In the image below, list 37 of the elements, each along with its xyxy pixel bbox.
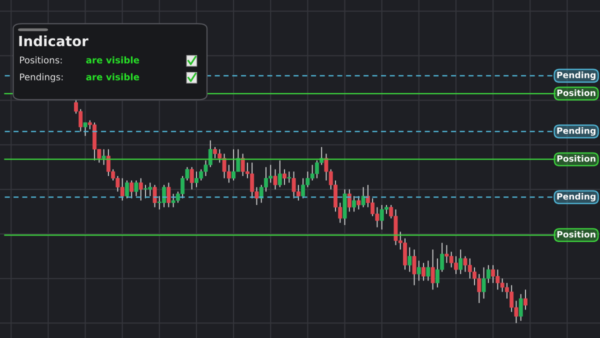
ref-line-label: Pending <box>557 127 596 136</box>
text: Positions: <box>20 56 62 64</box>
candlestick <box>282 168 286 186</box>
candlestick <box>361 186 366 208</box>
candlestick <box>152 184 157 208</box>
text: are visible <box>86 56 140 64</box>
candlestick <box>287 171 292 184</box>
candlestick <box>130 180 134 199</box>
candlestick <box>430 249 435 290</box>
candlestick <box>278 160 282 188</box>
candlestick <box>518 294 523 322</box>
text: Pendings: <box>20 73 63 82</box>
ref-line-label: Pending <box>557 192 596 202</box>
candlestick <box>458 249 463 275</box>
candlestick <box>347 188 352 212</box>
candlestick <box>422 262 426 282</box>
candlestick <box>412 249 416 286</box>
ref-line-label: Position <box>557 89 596 96</box>
text: are visible <box>86 73 140 80</box>
candlestick <box>273 168 278 190</box>
ref-line-label: Position <box>557 155 596 162</box>
candlestick <box>134 180 138 197</box>
ref-line-label: Pending <box>557 72 596 80</box>
candlestick <box>190 166 194 190</box>
candlestick <box>102 148 106 166</box>
candlestick <box>125 180 129 199</box>
chart-title: Indicator <box>19 36 88 46</box>
candlestick <box>166 182 171 208</box>
ref-line-label: Position <box>557 230 596 238</box>
candlestick <box>416 260 421 282</box>
candlestick <box>83 122 88 136</box>
candlestick <box>426 260 430 282</box>
candlestick <box>524 289 528 310</box>
candlestick <box>408 246 412 272</box>
candlestick <box>352 196 356 212</box>
candlestick <box>356 196 361 210</box>
candlestick <box>138 178 143 202</box>
